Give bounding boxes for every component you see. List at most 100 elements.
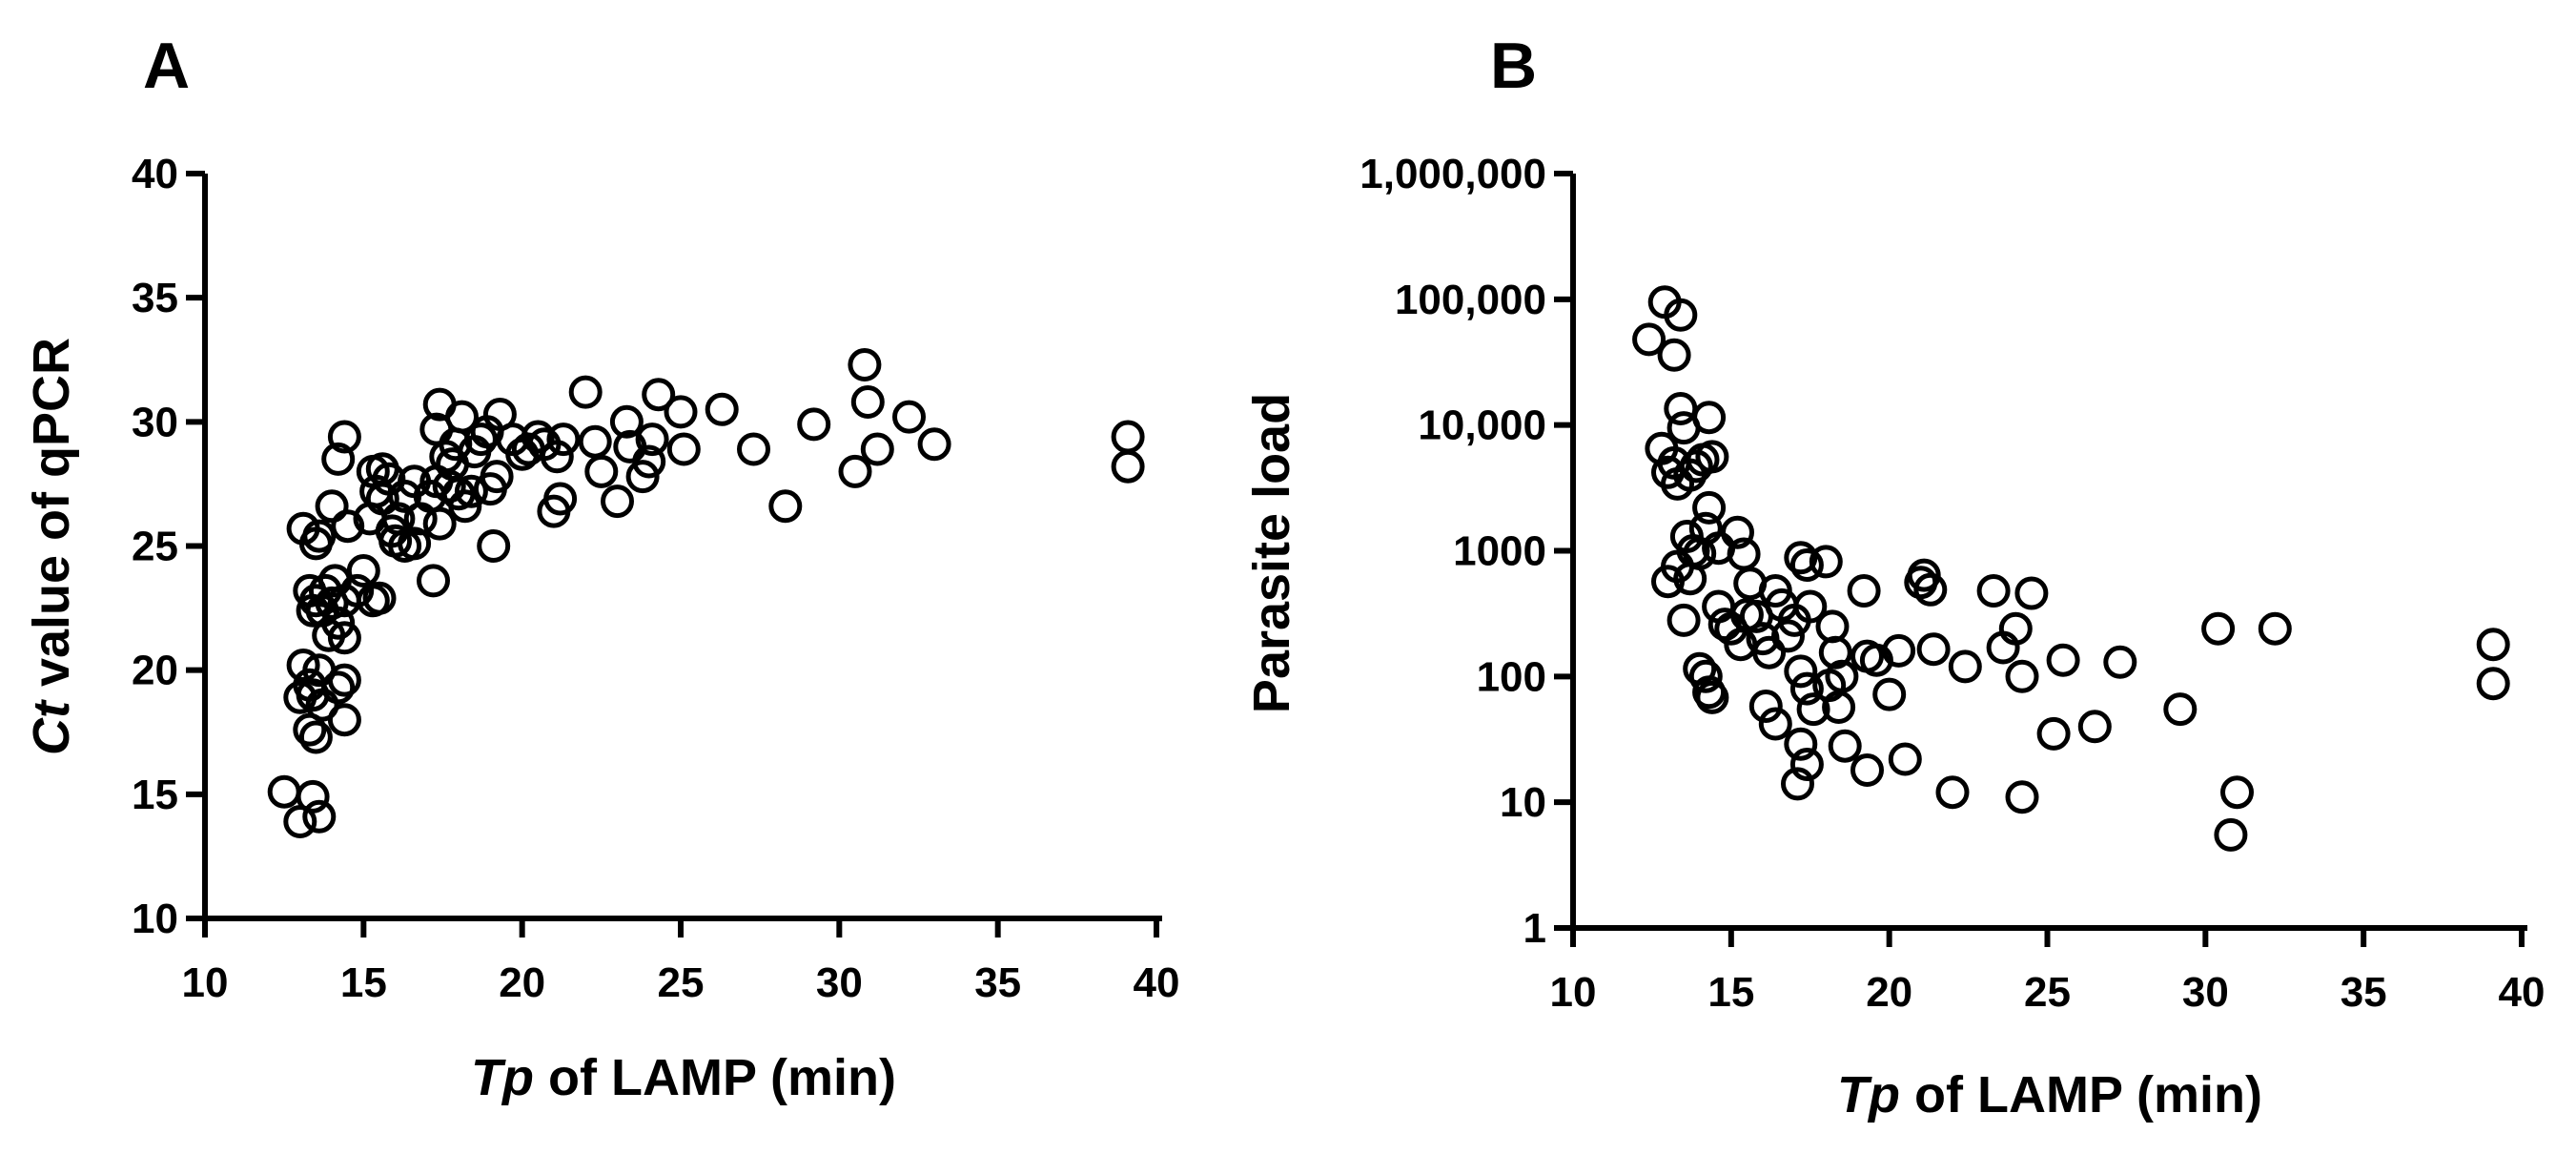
panel-a: A 10 15 20 25 30 35 40 10 15 20 25 30 35 40 Tp of LA… [23, 30, 1179, 1106]
panel-b-data-point [1818, 635, 1852, 670]
panel-b-data-point [2077, 710, 2112, 744]
panel-b-data-point [2046, 643, 2080, 677]
panel-a-data-point [601, 484, 634, 519]
panel-b-data-point [1850, 753, 1884, 787]
panel-b-data-point [2005, 780, 2039, 814]
panel-a-data-point [625, 460, 660, 494]
panel-b-data-point [1888, 742, 1922, 776]
panel-a-data-point [1111, 449, 1145, 484]
panel-b-data-point [1752, 635, 1787, 670]
panel-a-y-tick-label: 15 [132, 772, 178, 818]
panel-b-x-tick-label: 15 [1707, 969, 1754, 1016]
panel-a-x-axis-title: Tp of LAMP (min) [471, 1049, 896, 1106]
panel-a-data-point [454, 474, 488, 508]
panel-a-data-point [315, 489, 349, 524]
panel-a-y-tick-label: 10 [132, 896, 178, 942]
panel-a-data-point [477, 529, 511, 563]
panel-b-data-point [1688, 659, 1723, 693]
panel-b-data-point [1748, 690, 1783, 723]
panel-a-data-point [480, 460, 514, 494]
panel-b-data-point [2220, 775, 2254, 810]
panel-b-data-point [1758, 707, 1792, 741]
panel-a-data-point [321, 442, 356, 476]
panel-b-data-point [2014, 576, 2049, 610]
panel-a-data-point [546, 422, 581, 457]
panel-a-data-point [666, 432, 701, 466]
panel-a-data-point [635, 422, 669, 457]
panel-a-data-point [584, 454, 619, 488]
panel-b-data-point [1721, 515, 1754, 549]
panel-b-y-tick-label: 100,000 [1395, 277, 1546, 323]
panel-a-y-tick-label: 40 [132, 151, 178, 197]
panel-b-data-point [1784, 654, 1818, 689]
panel-b-data-point [2201, 611, 2236, 646]
panel-b-x-axis-title: Tp of LAMP (min) [1837, 1066, 2262, 1123]
panel-b-data-point [2103, 645, 2137, 679]
panel-a-data-point [296, 779, 330, 814]
panel-a-data-point [463, 422, 498, 457]
panel-b-data-point [2163, 692, 2198, 727]
panel-a-data-point [578, 424, 612, 459]
panel-a-data-point [848, 348, 882, 381]
panel-a-data-point [543, 482, 578, 516]
panel-a-data-point [838, 454, 872, 488]
panel-a-x-tick-label: 40 [1134, 959, 1180, 1006]
panel-b-data-point [2476, 667, 2510, 701]
panel-b-data-point [1666, 603, 1701, 637]
panel-b-data-point [1781, 767, 1814, 801]
panel-a-data-point [737, 432, 770, 466]
panel-b-y-tick-label: 10,000 [1418, 402, 1546, 449]
panel-a-data-points [267, 348, 1145, 838]
panel-a-data-point [768, 489, 803, 524]
panel-a-data-point [609, 404, 644, 439]
panel-b-data-point [1695, 680, 1729, 714]
panel-a-data-point [267, 774, 301, 809]
panel-b-data-point [2005, 659, 2039, 693]
panel-a-data-point [540, 440, 574, 474]
panel-b-data-point [1935, 775, 1970, 810]
panel-a-data-point [432, 469, 466, 504]
panel-a-x-tick-label: 20 [499, 959, 545, 1006]
panel-b-data-point [1882, 633, 1916, 668]
panel-a-y-tick-label: 20 [132, 648, 178, 694]
panel-b-x-tick-label: 35 [2341, 969, 2387, 1016]
panel-a-data-point [362, 581, 397, 615]
panel-a-data-point [302, 519, 337, 553]
panel-a-data-point [860, 432, 894, 466]
panel-a-data-point [327, 621, 361, 655]
panel-a-data-point [327, 420, 361, 454]
panel-a-data-point [298, 720, 333, 754]
panel-a-data-point [321, 670, 356, 705]
panel-a-x-tick-label: 35 [974, 959, 1021, 1006]
panel-a-data-point [286, 649, 320, 682]
panel-a-y-ticks: 10 15 20 25 30 35 40 [132, 151, 205, 942]
panel-b-data-point [2214, 817, 2248, 852]
panel-b-x-tick-label: 40 [2499, 969, 2545, 1016]
panel-a-data-point [445, 400, 479, 434]
panel-a-data-point [327, 663, 361, 697]
panel-a-data-point [1111, 420, 1145, 454]
panel-a-letter: A [143, 30, 190, 102]
panel-b-x-ticks: 10 15 20 25 30 35 40 [1550, 928, 2545, 1016]
panel-b-y-tick-label: 1000 [1453, 528, 1546, 575]
panel-a-data-point [327, 703, 361, 737]
panel-a-x-tick-label: 25 [658, 959, 705, 1006]
panel-b-x-tick-label: 20 [1866, 969, 1912, 1016]
panel-b-data-point [1789, 748, 1824, 781]
panel-b-data-point [1809, 545, 1843, 579]
panel-a-data-point [422, 506, 457, 541]
panel-b-data-point [1793, 589, 1828, 624]
panel-b-data-point [1673, 562, 1707, 596]
panel-b-data-point [1948, 649, 1982, 684]
panel-b-data-point [2476, 628, 2510, 662]
panel-b-data-point [1771, 619, 1805, 653]
panel-b-x-tick-label: 30 [2182, 969, 2229, 1016]
panel-a-data-point [705, 392, 739, 426]
panel-a-data-point [331, 509, 365, 544]
panel-a-x-ticks: 10 15 20 25 30 35 40 [182, 918, 1180, 1006]
panel-b-data-point [1657, 338, 1691, 372]
panel-a-data-point [642, 378, 676, 412]
panel-a-data-point [892, 400, 926, 434]
panel-b-letter: B [1490, 30, 1537, 102]
panel-b-data-point [1692, 490, 1727, 525]
